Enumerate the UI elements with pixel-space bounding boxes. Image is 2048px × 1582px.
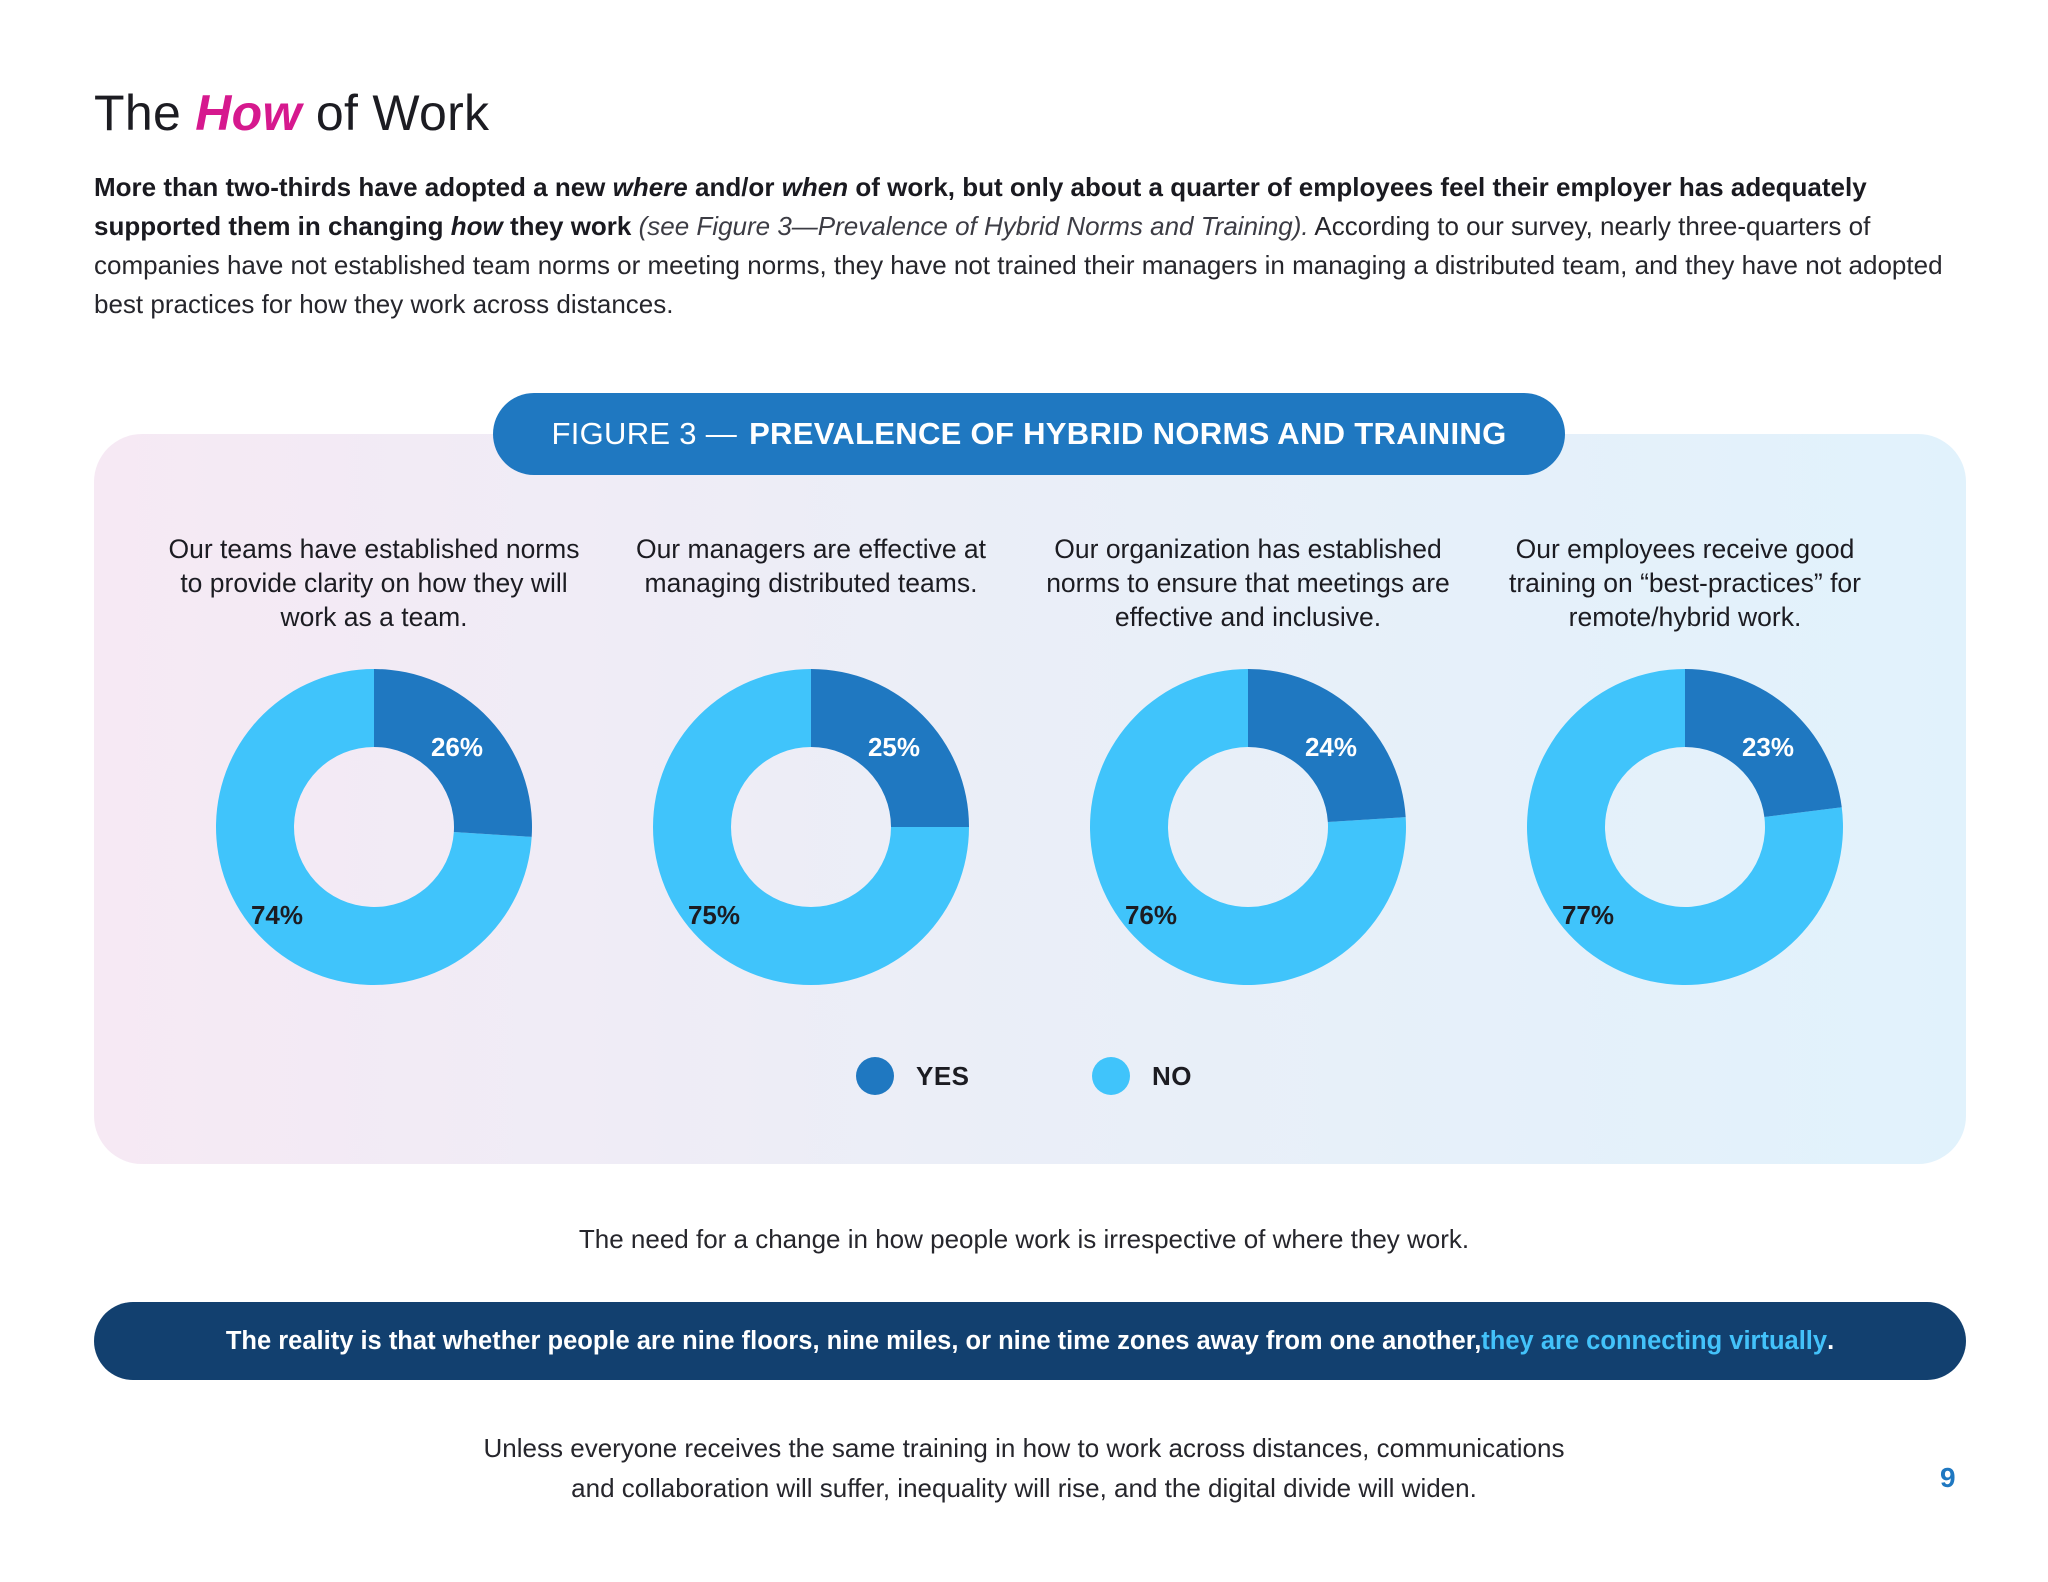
intro-bold-2: and/or (687, 172, 782, 202)
donut-chart-4: 23% 77% (1527, 669, 1843, 985)
data-label-no-4: 77% (1562, 900, 1614, 930)
data-label-yes-1: 26% (431, 732, 483, 762)
highlight-banner: The reality is that whether people are n… (94, 1302, 1966, 1380)
data-label-no-2: 75% (688, 900, 740, 930)
figure-name: PREVALENCE OF HYBRID NORMS AND TRAINING (749, 416, 1507, 451)
closing-text: Unless everyone receives the same traini… (0, 1428, 2048, 1508)
intro-bold-4: they work (502, 211, 632, 241)
title-accent: How (195, 85, 302, 141)
question-2: Our managers are effective at managing d… (635, 534, 987, 598)
legend-label-yes: YES (916, 1060, 970, 1091)
slice-yes-3 (1248, 669, 1406, 822)
question-3: Our organization has established norms t… (1046, 534, 1450, 632)
data-label-no-1: 74% (251, 900, 303, 930)
legend-item-no: NO (1092, 1056, 1192, 1096)
intro-when: when (781, 172, 849, 202)
slice-yes-4 (1685, 669, 1842, 817)
slice-no-1 (216, 669, 532, 985)
donut-chart-3: 24% 76% (1090, 669, 1406, 985)
banner-end: . (1827, 1326, 1835, 1355)
figure-title-pill: FIGURE 3 — PREVALENCE OF HYBRID NORMS AND… (493, 393, 1565, 475)
intro-where: where (612, 172, 688, 202)
note-text: The need for a change in how people work… (578, 1224, 1470, 1254)
figure-panel (94, 434, 1966, 1164)
legend-item-yes: YES (856, 1056, 970, 1096)
slice-no-4 (1527, 669, 1843, 985)
banner-text: The reality is that whether people are n… (225, 1326, 1482, 1355)
legend-swatch-yes (856, 1057, 894, 1095)
donut-chart-1: 26% 74% (216, 669, 532, 985)
data-label-no-3: 76% (1125, 900, 1177, 930)
question-1: Our teams have established norms to prov… (168, 534, 580, 632)
title-pre: The (94, 85, 196, 141)
closing-line-2: and collaboration will suffer, inequalit… (571, 1473, 1477, 1503)
figure-label: FIGURE 3 — (551, 416, 738, 451)
data-label-yes-3: 24% (1305, 732, 1357, 762)
slice-no-3 (1090, 669, 1406, 985)
legend-label-no: NO (1152, 1060, 1192, 1091)
closing-line-1: Unless everyone receives the same traini… (483, 1433, 1565, 1463)
intro-bold-1: More than two-thirds have adopted a new (94, 172, 613, 202)
legend-swatch-no (1092, 1057, 1130, 1095)
figure-reference: (see Figure 3—Prevalence of Hybrid Norms… (638, 211, 1309, 241)
page-number: 9 (1940, 1462, 1956, 1493)
slice-no-2 (653, 669, 969, 985)
intro-bold-3: of work, but only about a quarter of emp… (94, 172, 1867, 241)
data-label-yes-4: 23% (1742, 732, 1794, 762)
intro-how: how (450, 211, 503, 241)
intro-rest: According to our survey, nearly three-qu… (94, 211, 1943, 319)
banner-highlight: they are connecting virtually (1481, 1326, 1828, 1355)
slice-yes-2 (811, 669, 969, 827)
question-4: Our employees receive good training on “… (1508, 534, 1861, 632)
data-label-yes-2: 25% (868, 732, 920, 762)
slice-yes-1 (374, 669, 532, 837)
title-post: of Work (301, 85, 490, 141)
page-title: The How of Work (94, 84, 489, 142)
intro-paragraph: More than two-thirds have adopted a new … (94, 168, 1974, 324)
donut-chart-2: 25% 75% (653, 669, 969, 985)
